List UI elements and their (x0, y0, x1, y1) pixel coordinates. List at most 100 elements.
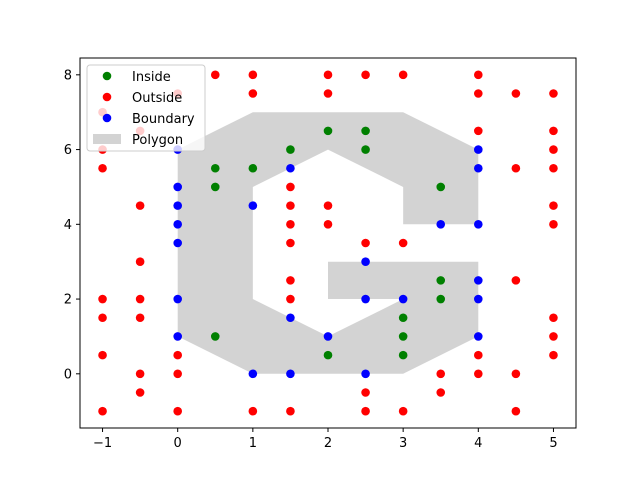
y-tick-label: 2 (64, 293, 72, 308)
outside-point (474, 350, 483, 360)
outside-point (549, 332, 558, 341)
legend-label-inside: Inside (132, 70, 171, 85)
series-boundary (173, 145, 483, 379)
outside-point (323, 220, 333, 229)
outside-point (549, 201, 558, 210)
outside-point (135, 257, 145, 266)
outside-point (398, 70, 408, 80)
inside-point (361, 126, 370, 136)
outside-point (98, 294, 107, 304)
inside-point (436, 294, 446, 304)
outside-point (511, 406, 521, 416)
outside-point (398, 406, 408, 416)
inside-point (398, 332, 408, 341)
boundary-point (474, 332, 483, 341)
boundary-point (361, 369, 370, 379)
outside-point (98, 313, 107, 323)
y-tick-label: 8 (64, 68, 72, 83)
outside-point (286, 220, 295, 229)
outside-point (248, 70, 258, 80)
outside-point (135, 369, 145, 379)
boundary-point (173, 238, 182, 248)
boundary-point (398, 294, 408, 304)
legend-marker-inside (102, 71, 112, 81)
polygon-layer (177, 112, 479, 374)
y-axis: 0 2 4 6 8 (64, 68, 80, 382)
inside-point (323, 350, 333, 360)
outside-point (549, 145, 558, 154)
outside-point (98, 350, 107, 360)
inside-point (210, 182, 220, 192)
legend-marker-boundary (102, 113, 112, 123)
legend-patch-polygon (93, 134, 121, 144)
boundary-point (173, 294, 182, 304)
outside-point (248, 406, 258, 416)
outside-point (474, 89, 483, 98)
outside-point (286, 276, 295, 285)
outside-point (474, 126, 483, 136)
y-tick-label: 0 (64, 367, 72, 382)
outside-point (323, 70, 333, 80)
outside-point (286, 182, 295, 192)
series-inside (210, 126, 446, 360)
legend-label-boundary: Boundary (132, 112, 195, 127)
legend-label-outside: Outside (132, 91, 182, 106)
outside-point (173, 350, 182, 360)
inside-point (436, 276, 446, 285)
inside-point (286, 145, 295, 154)
polygon-shape (177, 112, 479, 374)
x-tick-label: 3 (399, 436, 407, 451)
outside-point (361, 238, 370, 248)
inside-point (210, 332, 220, 341)
outside-point (361, 388, 370, 397)
x-axis: −1 0 1 2 3 4 5 (93, 428, 558, 451)
boundary-point (286, 313, 295, 323)
boundary-point (361, 294, 370, 304)
outside-point (361, 70, 370, 80)
outside-point (436, 388, 446, 397)
outside-point (549, 126, 558, 136)
outside-point (173, 369, 182, 379)
boundary-point (474, 145, 483, 154)
x-tick-label: 1 (249, 436, 257, 451)
outside-point (398, 238, 408, 248)
x-tick-label: 5 (549, 436, 557, 451)
boundary-point (436, 220, 446, 229)
boundary-point (173, 182, 182, 192)
outside-point (549, 220, 558, 229)
x-tick-label: 4 (474, 436, 482, 451)
boundary-point (248, 201, 258, 210)
outside-point (511, 163, 521, 173)
boundary-point (173, 220, 182, 229)
outside-point (511, 276, 521, 285)
inside-point (323, 126, 333, 136)
outside-point (135, 313, 145, 323)
outside-point (549, 163, 558, 173)
outside-point (436, 369, 446, 379)
x-tick-label: 0 (174, 436, 182, 451)
boundary-point (286, 369, 295, 379)
legend: Inside Outside Boundary Polygon (86, 64, 206, 152)
outside-point (511, 89, 521, 98)
outside-point (173, 406, 182, 416)
x-tick-label: −1 (93, 436, 112, 451)
outside-point (474, 70, 483, 80)
inside-point (436, 182, 446, 192)
boundary-point (248, 369, 258, 379)
outside-point (286, 238, 295, 248)
legend-box (86, 64, 206, 152)
boundary-point (474, 276, 483, 285)
outside-point (323, 201, 333, 210)
inside-point (398, 350, 408, 360)
outside-point (549, 350, 558, 360)
outside-point (210, 70, 220, 80)
inside-point (210, 163, 220, 173)
series-outside (98, 70, 558, 416)
outside-point (135, 201, 145, 210)
points-layer (98, 70, 558, 416)
outside-point (323, 89, 333, 98)
boundary-point (361, 257, 370, 266)
legend-marker-outside (102, 92, 112, 102)
outside-point (474, 369, 483, 379)
